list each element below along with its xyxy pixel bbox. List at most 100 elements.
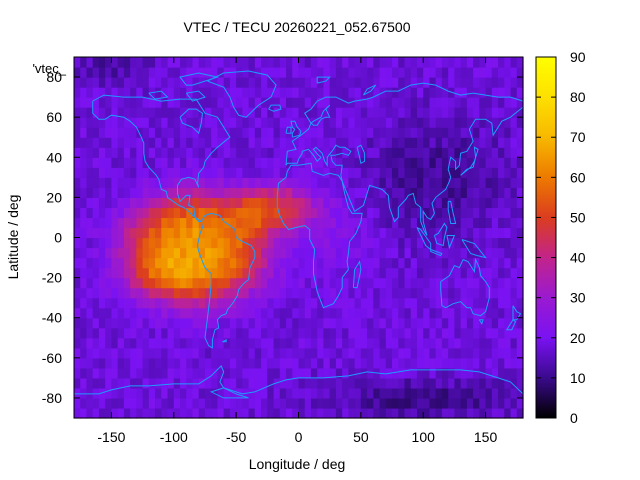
key-label: 'vtec_ xyxy=(32,61,66,76)
heatmap-cell xyxy=(167,57,175,68)
heatmap-cell xyxy=(423,377,431,389)
heatmap-cell xyxy=(473,257,480,269)
heatmap-cell xyxy=(155,247,162,259)
heatmap-cell xyxy=(286,227,293,239)
heatmap-cell xyxy=(98,77,106,88)
heatmap-cell xyxy=(348,177,356,188)
y-axis-label: Latitude / deg xyxy=(5,195,21,280)
heatmap-cell xyxy=(155,187,162,198)
heatmap-cell xyxy=(335,357,343,369)
heatmap-cell xyxy=(192,107,200,118)
heatmap-cell xyxy=(161,227,169,239)
heatmap-cell xyxy=(105,327,113,339)
heatmap-cell xyxy=(485,167,493,178)
heatmap-cell xyxy=(80,67,88,78)
heatmap-cell xyxy=(111,157,119,168)
heatmap-cell xyxy=(485,317,493,329)
heatmap-cell xyxy=(155,337,162,349)
heatmap-cell xyxy=(261,227,268,239)
heatmap-cell xyxy=(223,287,231,299)
heatmap-cell xyxy=(148,157,156,168)
heatmap-cell xyxy=(416,77,424,88)
heatmap-cell xyxy=(180,277,187,289)
heatmap-cell xyxy=(354,257,362,269)
heatmap-cell xyxy=(86,187,94,198)
heatmap-cell xyxy=(173,257,181,269)
heatmap-cell xyxy=(248,167,256,178)
heatmap-cell xyxy=(86,327,94,339)
heatmap-cell xyxy=(229,327,237,339)
heatmap-cell xyxy=(342,87,349,98)
heatmap-cell xyxy=(292,347,300,359)
heatmap-cell xyxy=(217,367,225,379)
heatmap-cell xyxy=(254,187,262,198)
heatmap-cell xyxy=(105,357,113,369)
heatmap-cell xyxy=(211,347,219,359)
heatmap-cell xyxy=(223,337,231,349)
heatmap-cell xyxy=(329,167,337,178)
heatmap-cell xyxy=(248,397,256,409)
heatmap-cell xyxy=(329,337,337,349)
heatmap-cell xyxy=(435,377,443,389)
heatmap-cell xyxy=(317,247,325,259)
heatmap-cell xyxy=(335,237,343,249)
heatmap-cell xyxy=(186,357,194,369)
heatmap-cell xyxy=(267,377,275,389)
heatmap-cell xyxy=(223,407,231,419)
heatmap-cell xyxy=(267,367,275,379)
heatmap-cell xyxy=(155,127,162,138)
heatmap-cell xyxy=(236,327,243,339)
heatmap-cell xyxy=(123,77,131,88)
heatmap-cell xyxy=(441,317,449,329)
heatmap-cell xyxy=(448,137,456,148)
heatmap-cell xyxy=(105,187,113,198)
heatmap-cell xyxy=(192,167,200,178)
heatmap-cell xyxy=(242,117,250,128)
heatmap-cell xyxy=(117,257,125,269)
heatmap-cell xyxy=(180,247,187,259)
heatmap-cell xyxy=(398,137,406,148)
heatmap-cell xyxy=(286,197,293,209)
heatmap-cell xyxy=(286,397,293,409)
heatmap-cell xyxy=(410,327,418,339)
heatmap-cell xyxy=(229,307,237,319)
heatmap-cell xyxy=(111,357,119,369)
heatmap-cell xyxy=(473,127,480,138)
heatmap-cell xyxy=(441,217,449,229)
heatmap-cell xyxy=(448,357,456,369)
heatmap-cell xyxy=(130,287,137,299)
heatmap-cell xyxy=(360,397,368,409)
heatmap-cell xyxy=(273,267,281,279)
heatmap-cell xyxy=(479,407,487,419)
heatmap-cell xyxy=(510,347,518,359)
heatmap-cell xyxy=(254,237,262,249)
heatmap-cell xyxy=(211,147,219,158)
heatmap-cell xyxy=(155,407,162,419)
heatmap-cell xyxy=(242,157,250,168)
heatmap-cell xyxy=(516,407,524,419)
heatmap-cell xyxy=(317,237,325,249)
heatmap-cell xyxy=(460,367,468,379)
heatmap-cell xyxy=(317,147,325,158)
heatmap-cell xyxy=(223,327,231,339)
heatmap-cell xyxy=(398,197,406,209)
heatmap-cell xyxy=(155,317,162,329)
heatmap-cell xyxy=(304,267,312,279)
heatmap-cell xyxy=(186,257,194,269)
heatmap-cell xyxy=(80,197,88,209)
heatmap-cell xyxy=(286,77,293,88)
heatmap-cell xyxy=(204,357,212,369)
heatmap-cell xyxy=(74,407,81,419)
heatmap-cell xyxy=(435,367,443,379)
heatmap-cell xyxy=(342,257,349,269)
heatmap-cell xyxy=(491,147,499,158)
heatmap-cell xyxy=(248,117,256,128)
heatmap-cell xyxy=(423,137,431,148)
heatmap-cell xyxy=(74,277,81,289)
heatmap-cell xyxy=(86,217,94,229)
heatmap-cell xyxy=(142,87,150,98)
heatmap-cell xyxy=(80,407,88,419)
heatmap-cell xyxy=(242,197,250,209)
heatmap-cell xyxy=(198,277,206,289)
heatmap-cell xyxy=(142,177,150,188)
